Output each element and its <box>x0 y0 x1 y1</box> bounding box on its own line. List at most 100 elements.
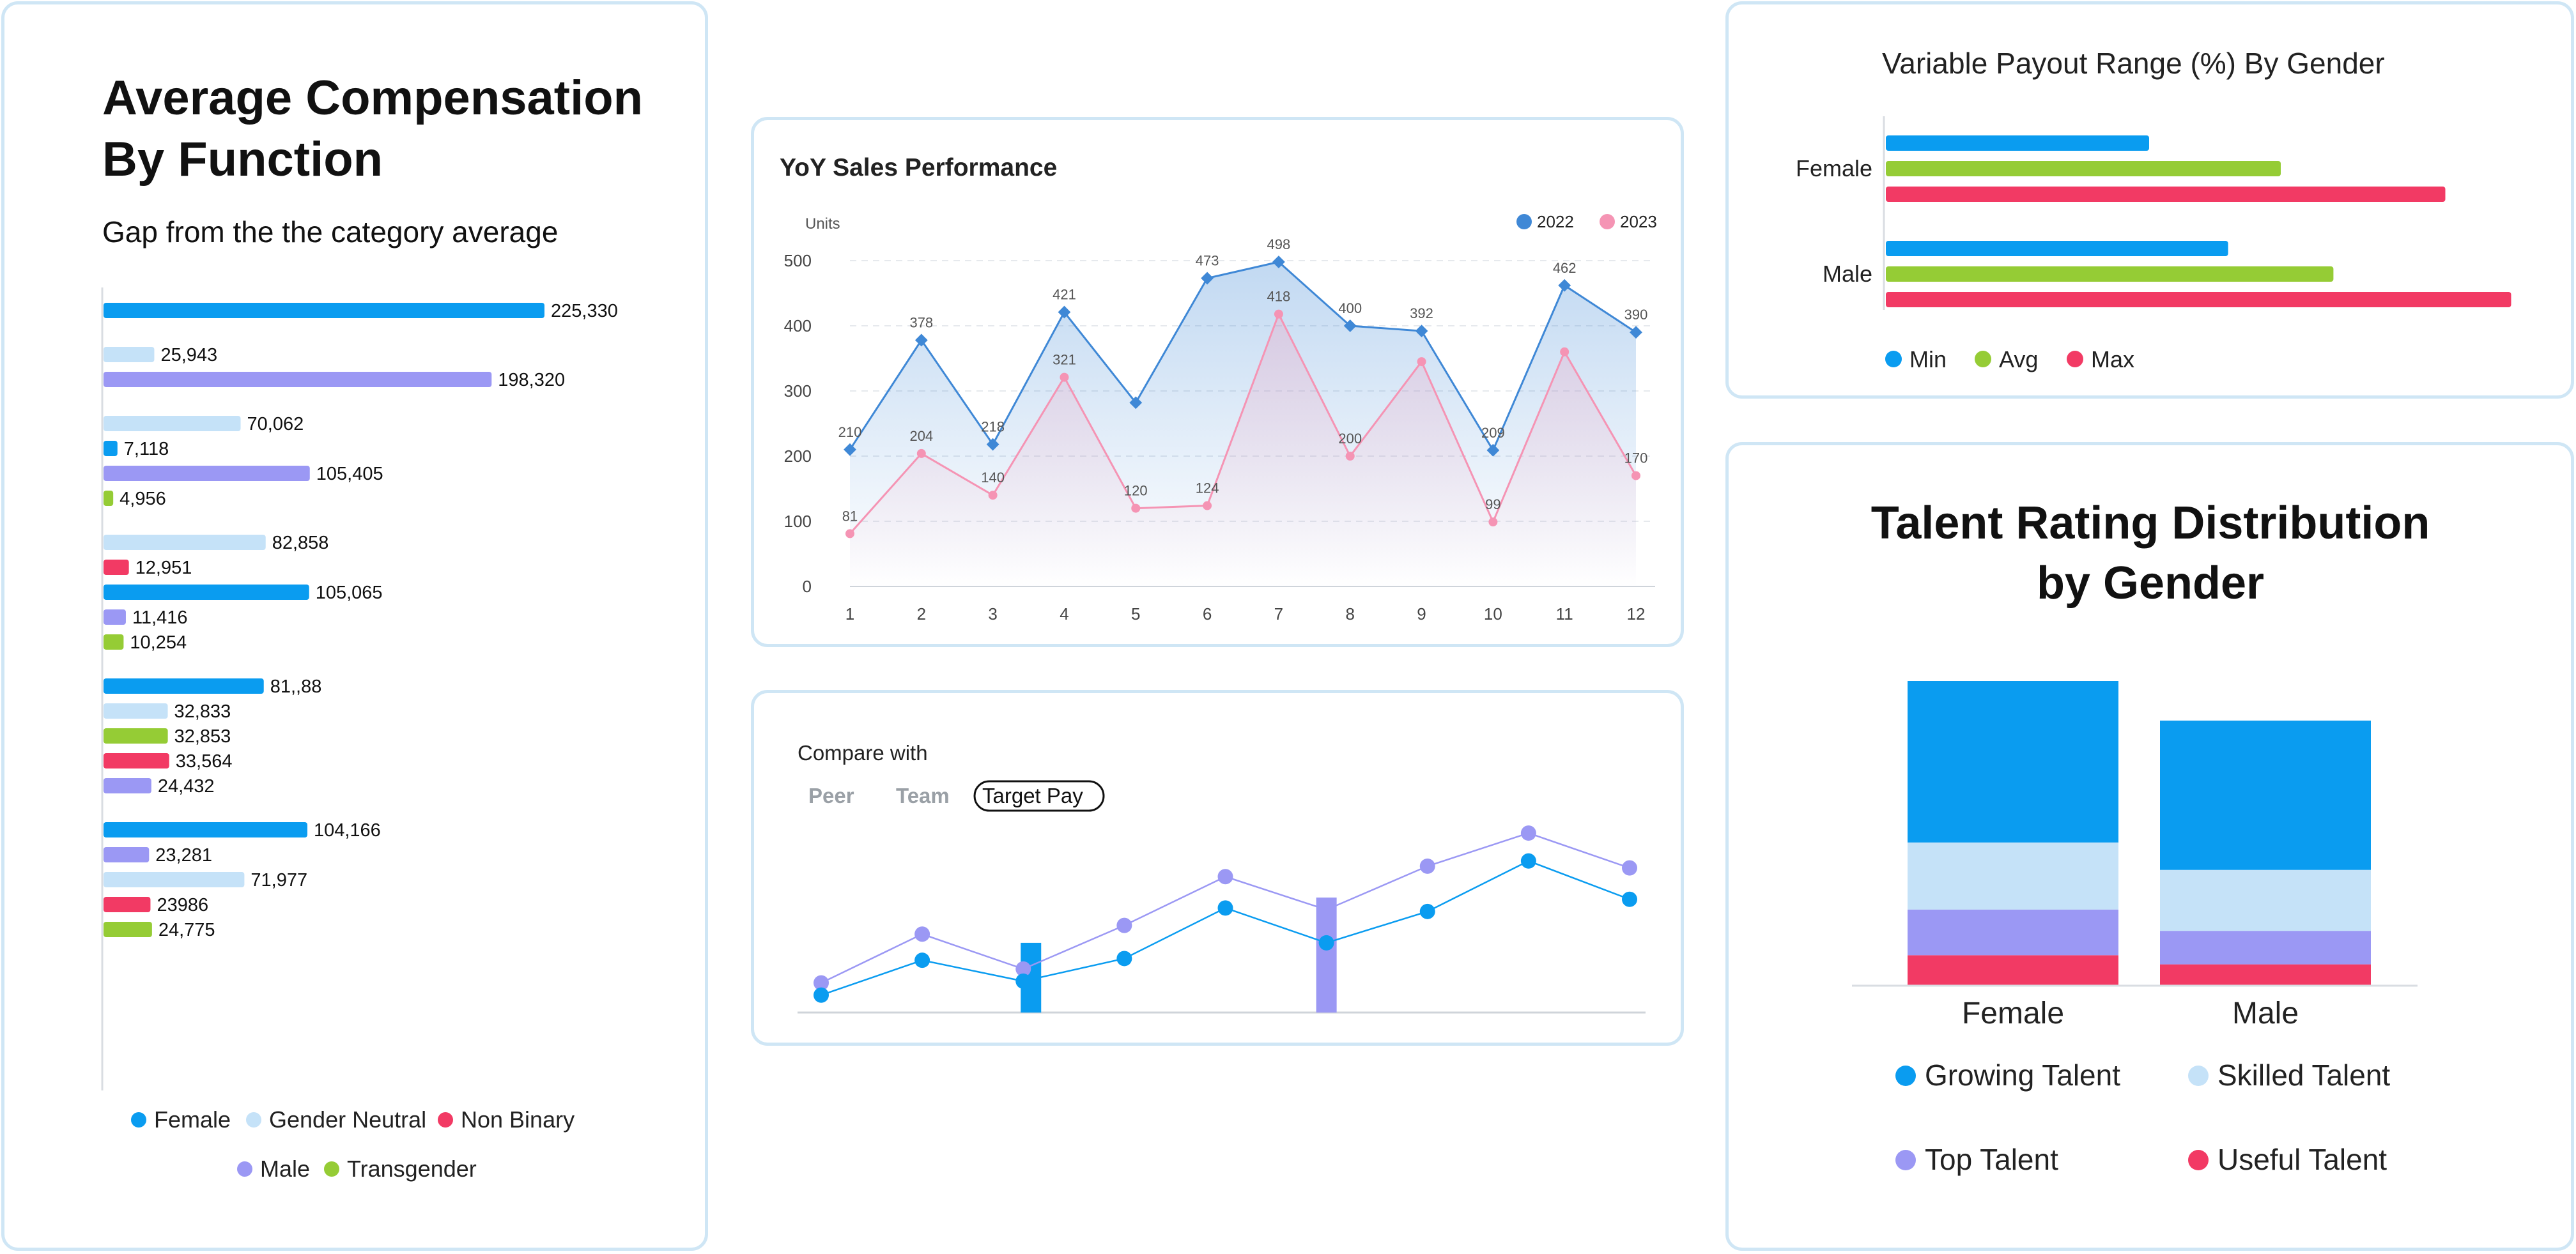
comp-bar <box>104 491 114 506</box>
comp-bar-label: 105,405 <box>316 464 383 484</box>
x-tick-label: 2 <box>917 604 926 623</box>
comp-bar <box>104 897 151 912</box>
comp-bar <box>104 922 152 937</box>
talent-chart: Talent Rating Distribution by Gender Fem… <box>1852 498 2430 1176</box>
talent-title-line1: Talent Rating Distribution <box>1871 498 2430 549</box>
series-line <box>849 311 1637 535</box>
legend-label: Female <box>154 1106 231 1133</box>
data-label: 498 <box>1267 236 1291 252</box>
comp-bar <box>104 778 151 793</box>
data-label: 81 <box>842 508 858 524</box>
legend-label: Male <box>260 1156 310 1182</box>
data-label: 421 <box>1053 287 1076 303</box>
data-label: 418 <box>1267 289 1291 305</box>
legend-marker <box>1516 214 1532 229</box>
talent-title-line2: by Gender <box>2037 558 2264 609</box>
talent-segment <box>2160 964 2371 986</box>
comp-bar-label: 23986 <box>157 895 208 915</box>
comp-bar-label: 104,166 <box>314 820 381 841</box>
series-area <box>850 314 1636 586</box>
data-label: 400 <box>1338 300 1362 316</box>
data-label: 210 <box>838 424 862 440</box>
talent-category-label: Female <box>1962 997 2064 1030</box>
comp-bar <box>104 822 307 837</box>
legend-marker <box>438 1112 453 1128</box>
data-point <box>986 438 999 451</box>
compare-tabs[interactable]: Peer Team Target Pay <box>808 780 1105 812</box>
payout-card: Variable Payout Range (%) By Gender Fema… <box>1725 1 2574 399</box>
legend-marker <box>1600 214 1615 229</box>
comp-bar <box>104 609 126 625</box>
compare-card: Compare with Peer Team Target Pay <box>751 690 1684 1046</box>
compare-point <box>814 987 829 1003</box>
comp-bar <box>104 703 168 719</box>
data-label: 120 <box>1124 483 1148 499</box>
comp-bar-label: 105,065 <box>316 583 383 603</box>
y-tick-label: 0 <box>803 577 812 596</box>
comp-bar <box>104 678 264 694</box>
data-label: 218 <box>981 419 1005 435</box>
compare-point <box>1116 951 1132 967</box>
sales-card: YoY Sales Performance Units 0 100 200 300 40… <box>751 117 1684 647</box>
legend-label: Gender Neutral <box>269 1106 426 1133</box>
legend-label: Useful Talent <box>2217 1143 2387 1176</box>
legend-label: Max <box>2091 346 2134 372</box>
legend-label: Min <box>1909 346 1947 372</box>
talent-segment <box>2160 869 2371 931</box>
x-tick-label: 1 <box>845 604 854 623</box>
payout-bar <box>1886 292 2511 307</box>
talent-category-label: Male <box>2232 997 2299 1030</box>
data-point <box>1345 452 1355 461</box>
comp-bar <box>104 416 241 431</box>
comp-bar <box>104 303 544 318</box>
x-tick-label: 6 <box>1203 604 1212 623</box>
legend-marker <box>1885 351 1902 367</box>
sales-legend: 2022 2023 <box>1516 212 1657 231</box>
comp-bar-label: 24,775 <box>158 920 215 940</box>
data-point <box>1129 396 1143 409</box>
data-label: 170 <box>1624 450 1648 466</box>
compare-point <box>1419 903 1435 919</box>
tab-team[interactable]: Team <box>896 784 950 807</box>
data-point <box>914 333 928 347</box>
compare-point <box>1217 869 1233 885</box>
data-point <box>1203 501 1212 510</box>
comp-bar-label: 70,062 <box>247 414 304 434</box>
comp-bar-label: 11,416 <box>132 608 188 628</box>
x-tick-label: 7 <box>1274 604 1283 623</box>
comp-bar-label: 7,118 <box>124 439 169 459</box>
tab-target-pay[interactable]: Target Pay <box>982 784 1083 807</box>
data-point <box>1060 372 1069 382</box>
comp-bar <box>104 634 124 650</box>
data-point <box>1417 357 1426 367</box>
sales-units-label: Units <box>805 215 840 233</box>
compensation-bars: 225,330 25,943 198,320 70,062 7,118 105,405 4,… <box>104 301 618 940</box>
comp-bar-label: 4,956 <box>120 489 166 509</box>
compare-point <box>914 952 930 968</box>
comp-bar-label: 71,977 <box>251 870 307 891</box>
x-tick-label: 12 <box>1627 604 1646 623</box>
compensation-title-line1: Average Compensation <box>102 71 643 125</box>
legend-marker <box>1895 1066 1916 1086</box>
compare-tab-active-outline[interactable] <box>973 780 1105 812</box>
compensation-title-line2: By Function <box>102 132 383 187</box>
payout-bars: Female Male <box>1796 135 2511 307</box>
compare-point <box>1622 860 1637 876</box>
payout-category-label: Female <box>1796 155 1872 181</box>
payout-bar <box>1886 135 2149 151</box>
payout-legend: Min Avg Max <box>1885 346 2134 372</box>
comp-bar-label: 32,833 <box>174 701 231 722</box>
data-label: 140 <box>981 470 1005 486</box>
legend-label: Transgender <box>347 1156 477 1182</box>
tab-peer[interactable]: Peer <box>808 784 854 807</box>
legend-marker <box>237 1161 252 1177</box>
data-point <box>916 448 926 458</box>
legend-label: Non Binary <box>461 1106 575 1133</box>
data-point <box>1488 517 1498 527</box>
legend-label: 2023 <box>1620 212 1657 231</box>
comp-bar-label: 12,951 <box>135 558 192 578</box>
y-tick-label: 100 <box>784 512 812 531</box>
data-point <box>1630 326 1642 339</box>
legend-marker <box>2067 351 2083 367</box>
compare-label: Compare with <box>798 741 928 765</box>
